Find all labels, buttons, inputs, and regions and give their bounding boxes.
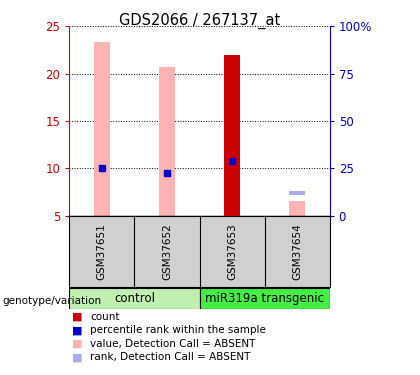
Bar: [289, 191, 305, 195]
Text: GSM37652: GSM37652: [162, 223, 172, 280]
Text: value, Detection Call = ABSENT: value, Detection Call = ABSENT: [90, 339, 256, 349]
Text: control: control: [114, 292, 155, 305]
Bar: [159, 67, 175, 216]
Bar: [69, 288, 200, 309]
Bar: [224, 55, 240, 216]
Text: ■: ■: [73, 312, 83, 322]
Bar: [200, 288, 330, 309]
Text: percentile rank within the sample: percentile rank within the sample: [90, 326, 266, 335]
Text: ■: ■: [73, 339, 83, 349]
Text: GSM37654: GSM37654: [292, 223, 302, 280]
Text: rank, Detection Call = ABSENT: rank, Detection Call = ABSENT: [90, 352, 251, 362]
Text: ■: ■: [73, 326, 83, 335]
Text: genotype/variation: genotype/variation: [2, 296, 101, 306]
Text: GSM37651: GSM37651: [97, 223, 107, 280]
Text: ■: ■: [73, 352, 83, 362]
Text: GDS2066 / 267137_at: GDS2066 / 267137_at: [119, 13, 280, 29]
Text: GSM37653: GSM37653: [227, 223, 237, 280]
Text: miR319a transgenic: miR319a transgenic: [205, 292, 324, 305]
Text: count: count: [90, 312, 120, 322]
Bar: [94, 42, 110, 216]
Bar: [289, 201, 305, 216]
